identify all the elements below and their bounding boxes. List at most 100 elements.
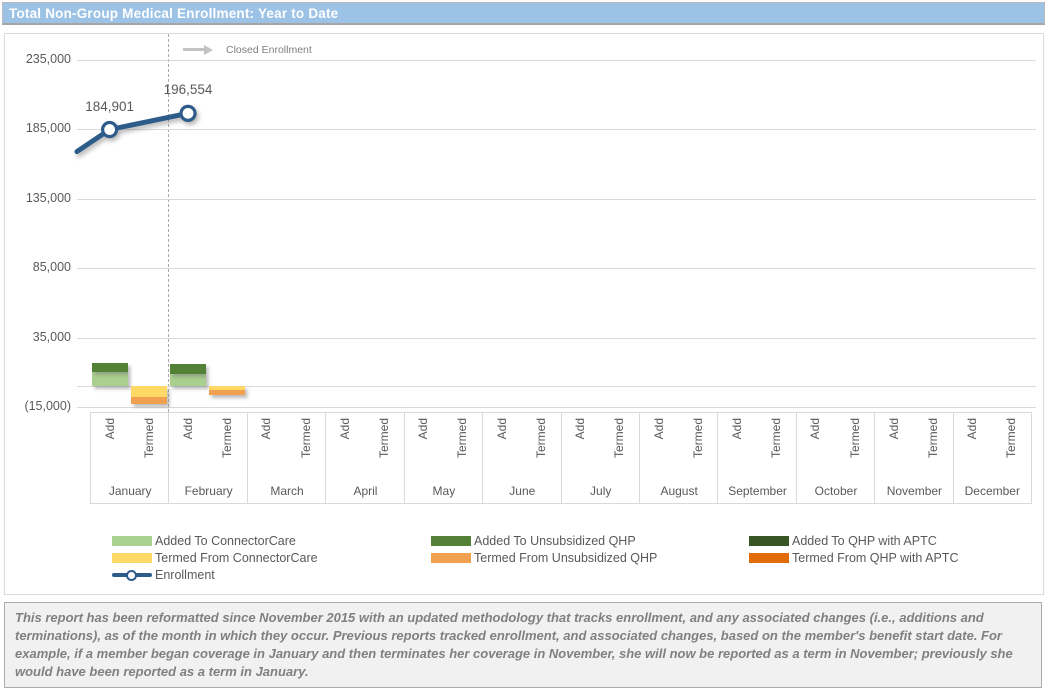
gridline	[77, 407, 1036, 408]
legend-label-added-to-unsubsidized-qhp: Added To Unsubsidized QHP	[474, 534, 636, 548]
gridline	[77, 337, 1036, 339]
report-title-bar: Total Non-Group Medical Enrollment: Year…	[2, 2, 1045, 25]
axis-month-february: February	[184, 484, 233, 498]
bar-added-to-connectorcare-january	[91, 372, 128, 387]
y-axis-tick-label: 235,000	[25, 52, 71, 66]
legend-swatch-added-to-qhp-with-aptc	[749, 536, 789, 546]
axis-month-october: October	[814, 484, 858, 498]
axis-month-june: June	[509, 484, 536, 498]
data-label-february: 196,554	[163, 82, 213, 98]
enrollment-marker-january	[101, 120, 119, 139]
axis-label-termed-december: Termed	[1003, 418, 1018, 459]
bar-termed-from-unsubsidized-qhp-february	[209, 390, 246, 396]
legend-swatch-termed-from-connectorcare	[112, 553, 152, 563]
y-axis-tick-label: 85,000	[32, 260, 71, 275]
axis-label-termed-february: Termed	[220, 418, 235, 459]
data-label-january: 184,901	[85, 98, 134, 114]
legend-item-added-to-qhp-with-aptc: Added To QHP with APTC	[749, 534, 958, 548]
axis-cell-december: Add Termed December	[952, 412, 1033, 504]
axis-label-add-august: Add	[651, 418, 666, 440]
axis-label-termed-october: Termed	[847, 418, 862, 459]
legend-item-termed-from-unsubsidized-qhp: Termed From Unsubsidized QHP	[431, 551, 657, 565]
axis-label-add-july: Add	[573, 418, 588, 440]
legend-label-termed-from-unsubsidized-qhp: Termed From Unsubsidized QHP	[474, 551, 658, 565]
enrollment-line	[74, 110, 191, 155]
axis-label-termed-june: Termed	[533, 418, 548, 459]
axis-label-termed-august: Termed	[690, 418, 705, 459]
closed-enrollment-annotation: Closed Enrollment	[183, 43, 312, 56]
axis-cell-july: Add Termed July	[560, 412, 640, 504]
legend-item-added-to-unsubsidized-qhp: Added To Unsubsidized QHP	[431, 534, 657, 548]
axis-cell-august: Add Termed August	[638, 412, 719, 504]
bar-termed-from-connectorcare-january	[130, 386, 167, 398]
enrollment-line-chart	[74, 104, 197, 155]
axis-label-add-september: Add	[729, 418, 744, 440]
axis-cell-october: Add Termed October	[795, 412, 876, 504]
gridline	[77, 129, 1036, 131]
zero-axis-line	[77, 386, 1036, 388]
axis-label-termed-april: Termed	[377, 418, 392, 459]
legend-swatch-added-to-connectorcare	[112, 536, 152, 546]
legend-item-enrollment: Enrollment	[112, 568, 318, 582]
axis-month-november: November	[886, 484, 943, 498]
legend-swatch-termed-from-qhp-with-aptc	[749, 553, 789, 563]
bar-added-to-connectorcare-february	[170, 374, 207, 387]
axis-label-termed-september: Termed	[769, 418, 784, 459]
legend-label-termed-from-qhp-with-aptc: Termed From QHP with APTC	[792, 551, 959, 565]
enrollment-marker-february	[179, 104, 197, 122]
y-axis-tick-label: 135,000	[25, 190, 71, 205]
axis-cell-february: Add Termed February	[168, 412, 248, 504]
legend-item-added-to-connectorcare: Added To ConnectorCare	[112, 534, 318, 548]
axis-month-march: March	[270, 484, 304, 498]
axis-label-termed-november: Termed	[925, 418, 940, 459]
legend-item-termed-from-qhp-with-aptc: Termed From QHP with APTC	[749, 551, 958, 565]
axis-label-termed-january: Termed	[141, 418, 156, 459]
legend-column-3: Added To QHP with APTC Termed From QHP wi…	[749, 534, 958, 565]
axis-label-add-february: Add	[181, 418, 195, 440]
axis-month-january: January	[108, 484, 152, 498]
closed-enrollment-arrow-icon	[183, 48, 204, 51]
axis-label-add-june: Add	[494, 418, 509, 440]
legend-column-2: Added To Unsubsidized QHP Termed From Uns…	[431, 534, 657, 565]
closed-enrollment-divider	[168, 34, 170, 412]
legend-swatch-termed-from-unsubsidized-qhp	[431, 553, 471, 563]
axis-month-april: April	[353, 484, 378, 498]
axis-label-termed-july: Termed	[612, 418, 627, 459]
axis-month-july: July	[590, 484, 612, 498]
closed-enrollment-arrowhead-icon	[204, 44, 213, 55]
axis-label-add-october: Add	[808, 418, 823, 440]
axis-label-add-january: Add	[102, 418, 117, 440]
axis-label-add-may: Add	[416, 418, 431, 440]
bar-termed-from-connectorcare-february	[209, 386, 246, 391]
axis-label-add-december: Add	[964, 418, 979, 440]
page-title: Total Non-Group Medical Enrollment: Year…	[9, 6, 339, 21]
y-axis-tick-label: (15,000)	[24, 399, 71, 413]
gridline	[77, 268, 1036, 270]
footnote-text: This report has been reformatted since N…	[15, 610, 1013, 679]
footnote-box: This report has been reformatted since N…	[4, 602, 1042, 688]
axis-cell-november: Add Termed November	[874, 412, 954, 504]
axis-label-add-march: Add	[259, 418, 274, 440]
axis-cell-april: Add Termed April	[325, 412, 405, 504]
axis-cell-january: Add Termed January	[90, 412, 170, 504]
closed-enrollment-label: Closed Enrollment	[226, 43, 312, 56]
enrollment-chart: Closed Enrollment 235,000 185,000 135,000 8…	[4, 33, 1044, 595]
bar-added-to-unsubsidized-qhp-january	[91, 363, 128, 373]
legend-label-enrollment: Enrollment	[155, 568, 215, 582]
axis-month-september: September	[728, 484, 787, 498]
y-axis-tick-label: 35,000	[32, 329, 71, 344]
legend-column-1: Added To ConnectorCare Termed From Connec…	[112, 534, 318, 582]
axis-month-december: December	[964, 484, 1020, 498]
gridline	[77, 60, 1036, 61]
axis-label-termed-march: Termed	[298, 418, 313, 459]
axis-cell-september: Add Termed September	[717, 412, 797, 504]
legend-label-added-to-connectorcare: Added To ConnectorCare	[155, 534, 296, 548]
axis-month-august: August	[660, 484, 698, 498]
axis-cell-june: Add Termed June	[482, 412, 562, 504]
bar-termed-from-unsubsidized-qhp-january	[130, 397, 167, 405]
y-axis-tick-label: 185,000	[25, 121, 71, 136]
axis-cell-may: Add Termed May	[403, 412, 484, 504]
gridline	[77, 198, 1036, 200]
legend-label-termed-from-connectorcare: Termed From ConnectorCare	[155, 551, 318, 565]
